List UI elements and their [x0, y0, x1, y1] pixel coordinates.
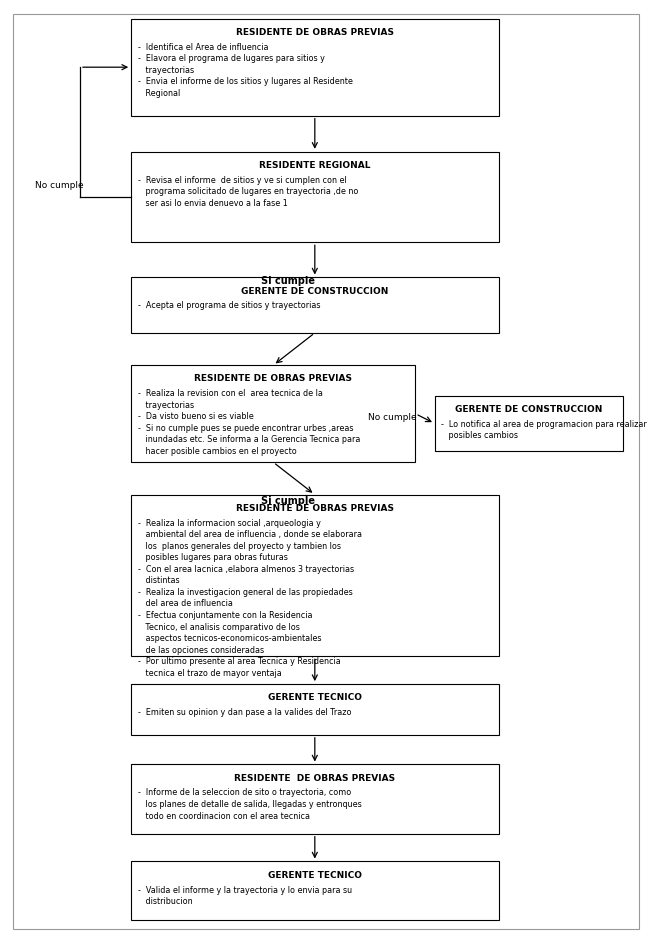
- Text: Regional: Regional: [138, 89, 180, 98]
- Text: -  Por ultimo presente al area Tecnica y Residencia: - Por ultimo presente al area Tecnica y …: [138, 657, 340, 667]
- Bar: [131, 19, 499, 116]
- Text: -  Revisa el informe  de sitios y ve si cumplen con el: - Revisa el informe de sitios y ve si cu…: [138, 175, 346, 185]
- Text: todo en coordinacion con el area tecnica: todo en coordinacion con el area tecnica: [138, 812, 310, 820]
- Text: posibles cambios: posibles cambios: [441, 431, 518, 440]
- Text: los  planos generales del proyecto y tambien los: los planos generales del proyecto y tamb…: [138, 541, 340, 551]
- Text: de las opciones consideradas: de las opciones consideradas: [138, 646, 263, 654]
- Text: RESIDENTE  DE OBRAS PREVIAS: RESIDENTE DE OBRAS PREVIAS: [234, 773, 395, 783]
- Text: distribucion: distribucion: [138, 897, 192, 906]
- Text: programa solicitado de lugares en trayectoria ,de no: programa solicitado de lugares en trayec…: [138, 188, 358, 196]
- Text: los planes de detalle de salida, llegadas y entronques: los planes de detalle de salida, llegada…: [138, 800, 361, 809]
- Text: hacer posible cambios en el proyecto: hacer posible cambios en el proyecto: [138, 447, 296, 456]
- Text: aspectos tecnicos-economicos-ambientales: aspectos tecnicos-economicos-ambientales: [138, 634, 321, 643]
- Text: RESIDENTE DE OBRAS PREVIAS: RESIDENTE DE OBRAS PREVIAS: [236, 504, 394, 513]
- Text: -  Con el area lacnica ,elabora almenos 3 trayectorias: - Con el area lacnica ,elabora almenos 3…: [138, 565, 353, 574]
- Text: Si cumple: Si cumple: [261, 496, 315, 506]
- Text: -  Realiza la informacion social ,arqueologia y: - Realiza la informacion social ,arqueol…: [138, 519, 320, 528]
- Text: tecnica el trazo de mayor ventaja: tecnica el trazo de mayor ventaja: [138, 669, 281, 678]
- Bar: [131, 494, 499, 656]
- Bar: [131, 152, 499, 242]
- Text: -  Efectua conjuntamente con la Residencia: - Efectua conjuntamente con la Residenci…: [138, 611, 312, 620]
- Text: -  Identifica el Area de influencia: - Identifica el Area de influencia: [138, 42, 268, 52]
- Text: -  Acepta el programa de sitios y trayectorias: - Acepta el programa de sitios y trayect…: [138, 302, 320, 310]
- Bar: [435, 396, 623, 451]
- Text: -  Realiza la investigacion general de las propiedades: - Realiza la investigacion general de la…: [138, 587, 352, 597]
- Text: posibles lugares para obras futuras: posibles lugares para obras futuras: [138, 554, 288, 562]
- Bar: [131, 684, 499, 735]
- Text: No cumple: No cumple: [368, 413, 417, 422]
- Text: -  Emiten su opinion y dan pase a la valides del Trazo: - Emiten su opinion y dan pase a la vali…: [138, 708, 351, 717]
- Bar: [131, 765, 499, 834]
- Text: Tecnico, el analisis comparativo de los: Tecnico, el analisis comparativo de los: [138, 622, 299, 632]
- Text: -  Envia el informe de los sitios y lugares al Residente: - Envia el informe de los sitios y lugar…: [138, 77, 352, 87]
- Text: RESIDENTE DE OBRAS PREVIAS: RESIDENTE DE OBRAS PREVIAS: [194, 374, 352, 384]
- Text: Si cumple: Si cumple: [261, 276, 315, 286]
- Text: ser asi lo envia denuevo a la fase 1: ser asi lo envia denuevo a la fase 1: [138, 199, 288, 207]
- Text: distintas: distintas: [138, 576, 179, 586]
- Text: GERENTE DE CONSTRUCCION: GERENTE DE CONSTRUCCION: [241, 287, 389, 296]
- Bar: [131, 862, 499, 919]
- Text: -  Da visto bueno si es viable: - Da visto bueno si es viable: [138, 412, 253, 422]
- Text: trayectorias: trayectorias: [138, 66, 194, 74]
- Bar: [131, 365, 415, 462]
- Text: -  Si no cumple pues se puede encontrar urbes ,areas: - Si no cumple pues se puede encontrar u…: [138, 424, 353, 433]
- Text: -  Lo notifica al area de programacion para realizar: - Lo notifica al area de programacion pa…: [441, 420, 647, 429]
- Text: RESIDENTE REGIONAL: RESIDENTE REGIONAL: [259, 161, 370, 170]
- Text: -  Informe de la seleccion de sito o trayectoria, como: - Informe de la seleccion de sito o tray…: [138, 788, 351, 798]
- Text: del area de influencia: del area de influencia: [138, 600, 232, 608]
- Text: -  Elavora el programa de lugares para sitios y: - Elavora el programa de lugares para si…: [138, 55, 325, 63]
- Text: No cumple: No cumple: [35, 180, 83, 190]
- Text: inundadas etc. Se informa a la Gerencia Tecnica para: inundadas etc. Se informa a la Gerencia …: [138, 436, 360, 444]
- Text: GERENTE DE CONSTRUCCION: GERENTE DE CONSTRUCCION: [455, 405, 602, 414]
- Text: trayectorias: trayectorias: [138, 401, 194, 410]
- Text: GERENTE TECNICO: GERENTE TECNICO: [268, 693, 362, 703]
- Text: ambiental del area de influencia , donde se elaborara: ambiental del area de influencia , donde…: [138, 530, 361, 539]
- Text: GERENTE TECNICO: GERENTE TECNICO: [268, 870, 362, 880]
- Bar: [131, 277, 499, 333]
- Text: RESIDENTE DE OBRAS PREVIAS: RESIDENTE DE OBRAS PREVIAS: [236, 28, 394, 37]
- Text: -  Valida el informe y la trayectoria y lo envia para su: - Valida el informe y la trayectoria y l…: [138, 885, 351, 895]
- Text: -  Realiza la revision con el  area tecnica de la: - Realiza la revision con el area tecnic…: [138, 389, 322, 398]
